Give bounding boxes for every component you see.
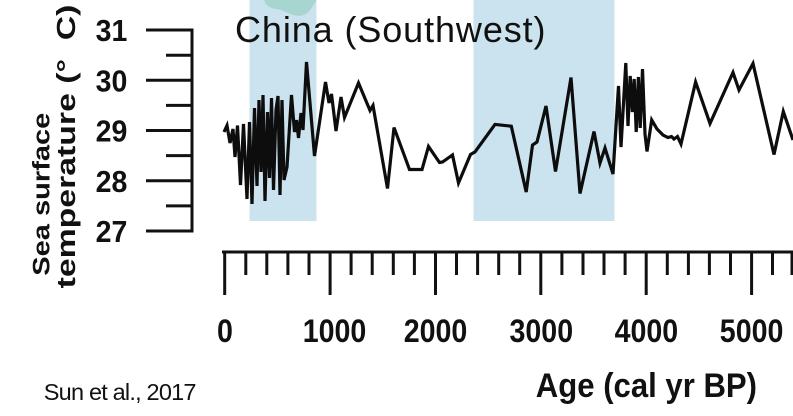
svg-text:China (Southwest): China (Southwest) (235, 9, 546, 50)
svg-text:temperature (° C): temperature (° C) (52, 5, 80, 289)
svg-text:2000: 2000 (404, 313, 468, 349)
svg-text:Sun et al., 2017: Sun et al., 2017 (44, 379, 196, 405)
svg-text:1000: 1000 (303, 313, 367, 349)
svg-text:4000: 4000 (615, 313, 679, 349)
svg-text:31: 31 (96, 14, 128, 48)
svg-text:28: 28 (96, 165, 128, 199)
svg-text:0: 0 (217, 313, 233, 349)
svg-text:Sea surface: Sea surface (27, 113, 54, 276)
svg-text:Age (cal yr BP): Age (cal yr BP) (536, 367, 757, 405)
svg-text:29: 29 (96, 114, 128, 148)
svg-text:30: 30 (96, 64, 128, 98)
svg-text:5000: 5000 (720, 313, 784, 349)
svg-text:27: 27 (96, 215, 128, 249)
svg-text:3000: 3000 (509, 313, 573, 349)
